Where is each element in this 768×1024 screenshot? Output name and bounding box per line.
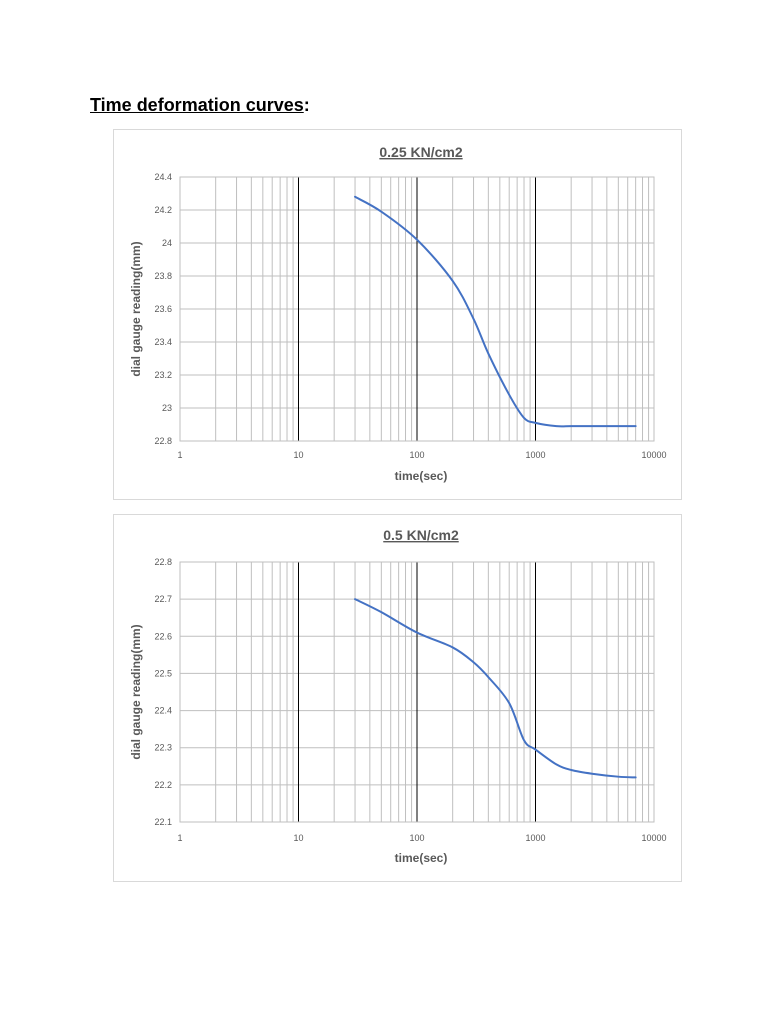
minor-gridlines: [215, 562, 650, 822]
y-tick-label: 24.2: [154, 205, 172, 215]
y-tick-label: 22.8: [154, 436, 172, 446]
y-tick-label: 22.1: [154, 817, 172, 827]
x-tick-label: 1: [177, 450, 182, 460]
chart-0-5-kn: 22.1 22.2 22.3 22.4 22.5 22.6 22.7 22.8 1 10 100 10…: [113, 514, 682, 882]
y-tick-label: 24.4: [154, 172, 172, 182]
y-tick-label: 22.3: [154, 743, 172, 753]
chart-svg: 22.1 22.2 22.3 22.4 22.5 22.6 22.7 22.8 1 10 100 10…: [129, 527, 667, 865]
x-tick-label: 10: [293, 450, 303, 460]
plot-area: [179, 561, 655, 823]
x-tick-label: 10000: [641, 450, 666, 460]
x-tick-label: 1000: [525, 833, 545, 843]
x-tick-label: 100: [409, 450, 424, 460]
x-tick-labels: 1 10 100 1000 10000: [177, 450, 666, 460]
page-heading-colon: :: [303, 95, 310, 115]
y-axis-title: dial gauge reading(mm): [129, 624, 143, 759]
page-heading-text: Time deformation curves: [90, 95, 304, 115]
chart-0-25-kn: 22.8 23 23.2 23.4 23.6 23.8 24 24.2 24.4 1 10 100 10…: [113, 129, 682, 500]
x-tick-labels: 1 10 100 1000 10000: [177, 833, 666, 843]
chart-svg: 22.8 23 23.2 23.4 23.6 23.8 24 24.2 24.4 1 10 100 10…: [129, 144, 667, 483]
y-tick-label: 23: [162, 403, 172, 413]
y-tick-label: 22.4: [154, 706, 172, 716]
series-line: [354, 195, 637, 428]
x-tick-label: 10: [293, 833, 303, 843]
y-tick-label: 22.6: [154, 631, 172, 641]
y-axis-title: dial gauge reading(mm): [129, 241, 143, 376]
x-axis-title: time(sec): [395, 851, 448, 865]
y-tick-label: 22.8: [154, 557, 172, 567]
y-tick-label: 23.8: [154, 271, 172, 281]
page-heading: Time deformation curves:: [90, 95, 310, 116]
y-tick-label: 22.7: [154, 594, 172, 604]
y-tick-label: 24: [162, 238, 172, 248]
y-tick-label: 22.2: [154, 780, 172, 790]
chart-title: 0.25 KN/cm2: [379, 144, 462, 160]
y-tick-label: 23.2: [154, 370, 172, 380]
x-axis-title: time(sec): [395, 469, 448, 483]
plot-area: [179, 176, 655, 442]
y-tick-labels: 22.1 22.2 22.3 22.4 22.5 22.6 22.7 22.8: [154, 557, 172, 827]
x-tick-label: 1000: [525, 450, 545, 460]
x-tick-label: 100: [409, 833, 424, 843]
y-tick-labels: 22.8 23 23.2 23.4 23.6 23.8 24 24.2 24.4: [154, 172, 172, 446]
x-tick-label: 10000: [641, 833, 666, 843]
y-tick-label: 23.6: [154, 304, 172, 314]
y-tick-label: 22.5: [154, 668, 172, 678]
y-tick-label: 23.4: [154, 337, 172, 347]
x-tick-label: 1: [177, 833, 182, 843]
series-line: [354, 598, 637, 779]
chart-title: 0.5 KN/cm2: [383, 527, 459, 543]
